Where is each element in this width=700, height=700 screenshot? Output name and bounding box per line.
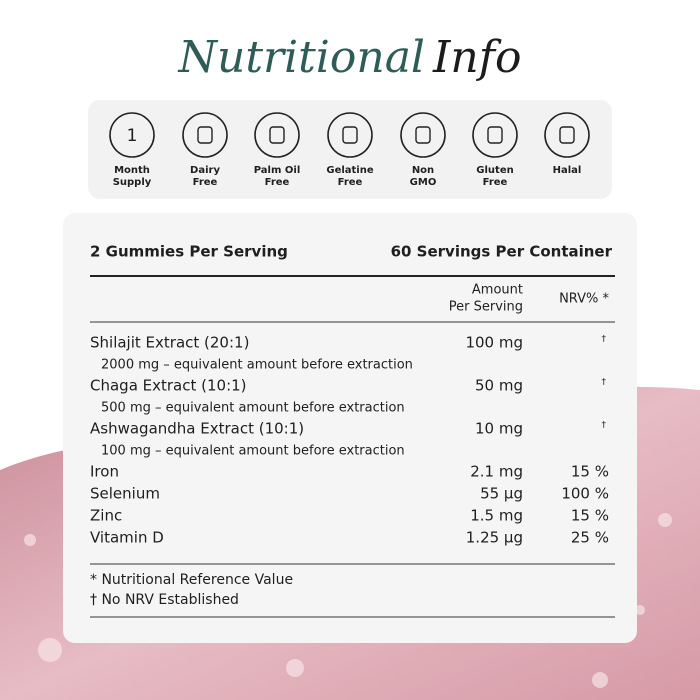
badge-label: Halal <box>553 165 582 176</box>
nutrient-note: 500 mg – equivalent amount before extrac… <box>101 401 405 416</box>
nutrient-amount: 100 mg <box>465 334 523 352</box>
badge-label: Gelatine <box>326 165 373 176</box>
badge-icon <box>472 112 518 158</box>
nutrient-note: 100 mg – equivalent amount before extrac… <box>101 444 405 459</box>
nutrient-amount: 50 mg <box>475 377 523 395</box>
badge-icon <box>544 112 590 158</box>
badge-glyph <box>487 126 503 144</box>
nutrient-amount: 55 µg <box>480 485 523 503</box>
badge-label: GMO <box>410 177 437 188</box>
nutrient-name: Ashwagandha Extract (10:1) <box>90 420 304 438</box>
title: Nutritional Info <box>177 32 521 83</box>
badge-label: Free <box>193 177 218 188</box>
table-panel <box>63 213 637 643</box>
badge-label: Supply <box>113 177 152 188</box>
footnote: † No NRV Established <box>90 592 239 608</box>
nutrient-name: Zinc <box>90 507 122 525</box>
badge-icon-text: 1 <box>127 126 138 146</box>
badge-label: Free <box>338 177 363 188</box>
bubbles <box>24 513 672 688</box>
nutrient-name: Selenium <box>90 485 160 503</box>
amount-header: Amount <box>472 283 523 298</box>
nutrient-nrv: 100 % <box>561 485 609 503</box>
serving-size: 2 Gummies Per Serving <box>90 243 288 261</box>
nutrient-amount: 2.1 mg <box>470 463 523 481</box>
badge-glyph <box>559 126 575 144</box>
badge-glyph <box>269 126 285 144</box>
nutrient-name: Shilajit Extract (20:1) <box>90 334 249 352</box>
nutrient-nrv: 15 % <box>571 463 609 481</box>
badge-icon <box>182 112 228 158</box>
footnote: * Nutritional Reference Value <box>90 572 293 588</box>
servings-per-container: 60 Servings Per Container <box>391 243 613 261</box>
badge-icon <box>109 112 155 158</box>
badge-panel <box>88 100 612 199</box>
badge-icon <box>400 112 446 158</box>
nutrient-nrv: † <box>602 378 607 388</box>
badge-label: Palm Oil <box>254 165 301 176</box>
badge-label: Month <box>114 165 150 176</box>
badge-label: Free <box>483 177 508 188</box>
nutrient-note: 2000 mg – equivalent amount before extra… <box>101 358 413 373</box>
nutrient-name: Iron <box>90 463 119 481</box>
badge-icon <box>254 112 300 158</box>
amount-header: Per Serving <box>449 300 523 315</box>
badge-label: Dairy <box>190 165 220 176</box>
nutrient-nrv: † <box>602 335 607 345</box>
badge-icon <box>327 112 373 158</box>
badge-glyph <box>415 126 431 144</box>
nutrient-amount: 10 mg <box>475 420 523 438</box>
nutrient-nrv: 15 % <box>571 507 609 525</box>
nutrient-nrv: † <box>602 421 607 431</box>
badge-glyph <box>342 126 358 144</box>
badge-label: Free <box>265 177 290 188</box>
nutrient-nrv: 25 % <box>571 529 609 547</box>
nrv-header: NRV% * <box>559 292 609 307</box>
badge-label: Non <box>412 165 434 176</box>
nutrient-amount: 1.25 µg <box>466 529 523 547</box>
nutrient-name: Vitamin D <box>90 529 164 547</box>
nutrient-amount: 1.5 mg <box>470 507 523 525</box>
badge-glyph <box>197 126 213 144</box>
nutrient-name: Chaga Extract (10:1) <box>90 377 247 395</box>
badge-label: Gluten <box>476 165 513 176</box>
